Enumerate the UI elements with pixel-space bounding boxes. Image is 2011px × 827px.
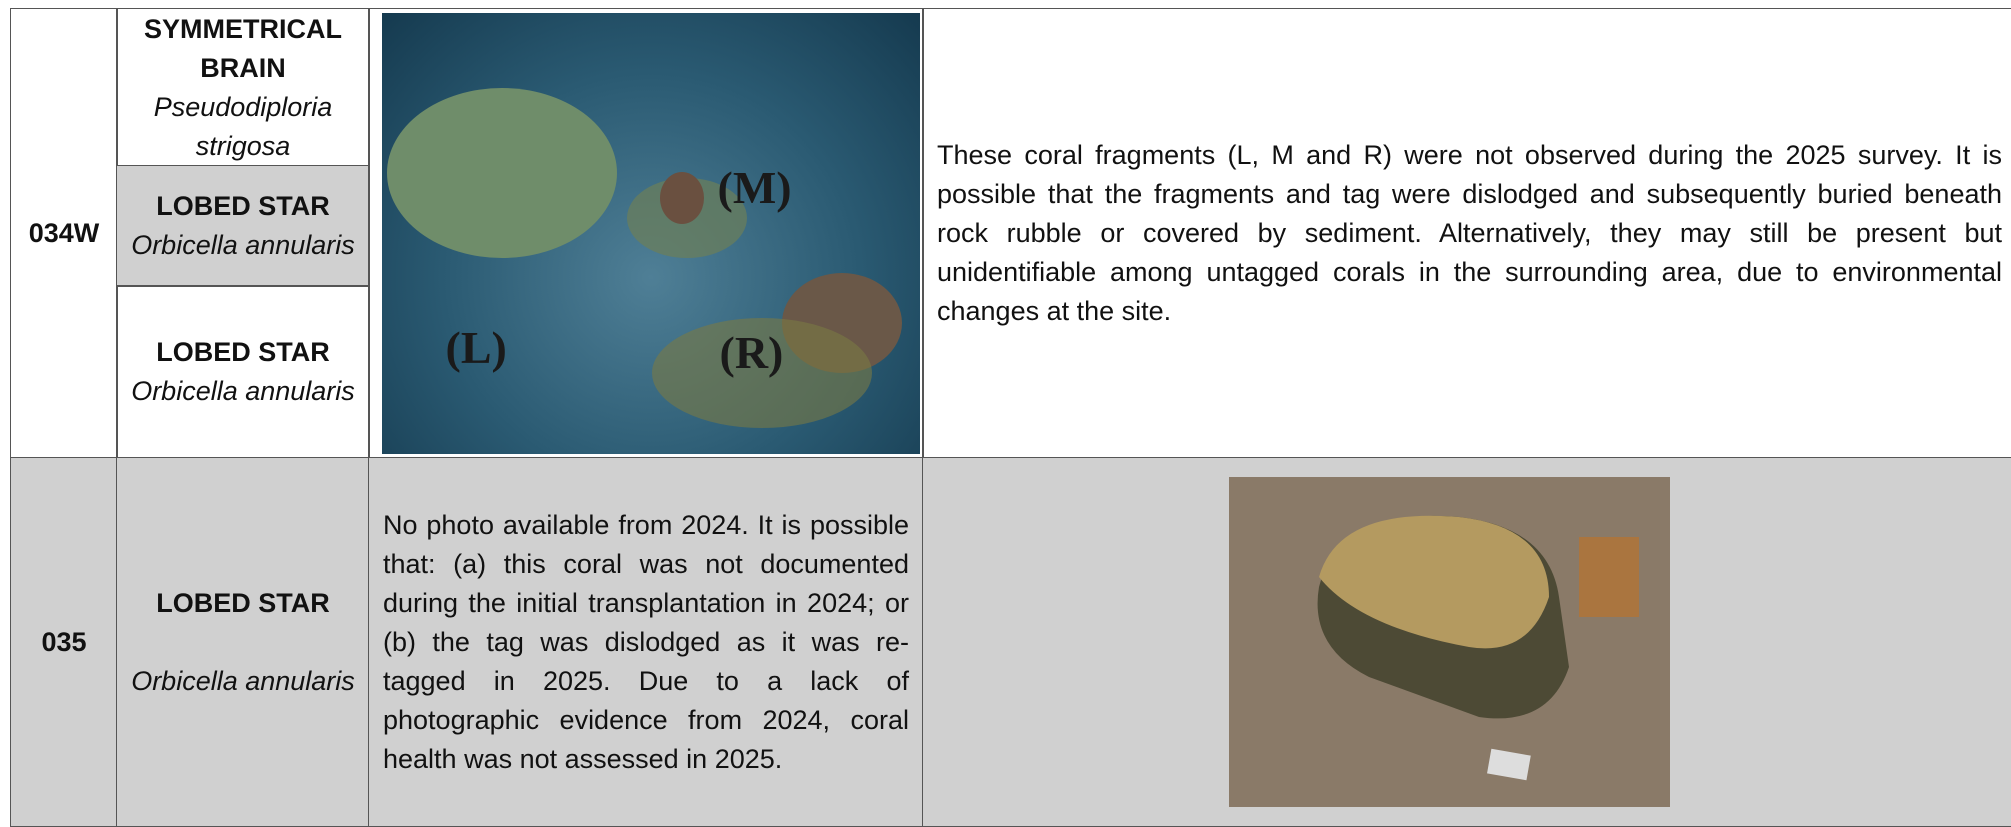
id-text: 035 [41, 626, 87, 657]
note: No photo available from 2024. It is poss… [383, 509, 909, 774]
photo-label: (L) [445, 322, 507, 373]
photo: (M) (L) (R) [381, 13, 920, 454]
photo-cell [922, 457, 2011, 827]
common-name: LOBED STAR [156, 191, 330, 221]
id-text: 034W [28, 218, 100, 248]
common-name: LOBED STAR [156, 337, 330, 367]
scientific-name: Orbicella annularis [131, 665, 355, 696]
coral-cell: LOBED STAR Orbicella annularis [116, 165, 370, 287]
scientific-name: Orbicella annularis [131, 376, 355, 406]
photo-label: (R) [719, 327, 784, 378]
scientific-name: Orbicella annularis [131, 230, 355, 260]
scientific-name: Pseudodiploria strigosa [153, 91, 333, 161]
coral-cell: LOBED STAR Orbicella annularis [116, 457, 370, 827]
photo [1229, 477, 1670, 807]
note: These coral fragments (L, M and R) were … [937, 140, 2002, 326]
note-cell: These coral fragments (L, M and R) were … [922, 8, 2011, 459]
photo-label: (M) [717, 162, 792, 213]
row-id: 035 [10, 457, 118, 827]
coral-cell: SYMMETRICAL BRAIN Pseudodiploria strigosa [116, 8, 370, 167]
note-cell: No photo available from 2024. It is poss… [368, 457, 924, 827]
row-id: 034W [10, 8, 118, 459]
coral-cell: LOBED STAR Orbicella annularis [116, 285, 370, 459]
photo-art [386, 88, 902, 428]
common-name: SYMMETRICAL BRAIN [144, 13, 342, 83]
photo-cell: (M) (L) (R) [368, 8, 924, 459]
common-name: LOBED STAR [156, 587, 330, 618]
